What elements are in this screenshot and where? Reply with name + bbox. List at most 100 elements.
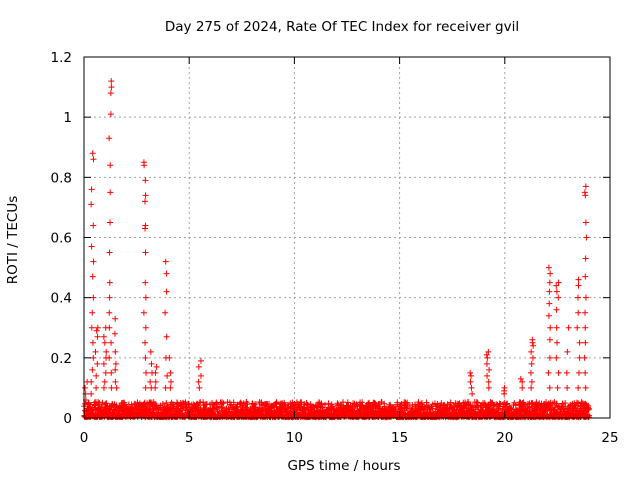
- data-point: [562, 400, 569, 407]
- data-point: [107, 189, 114, 196]
- data-point: [574, 324, 581, 331]
- data-point: [89, 273, 96, 280]
- data-point: [88, 390, 95, 397]
- data-point: [563, 369, 570, 376]
- data-point: [418, 400, 425, 407]
- data-point: [163, 270, 170, 277]
- data-point: [582, 369, 589, 376]
- data-point: [485, 378, 492, 385]
- data-point: [142, 225, 149, 232]
- data-point: [113, 384, 120, 391]
- data-point: [93, 384, 100, 391]
- data-point: [582, 384, 589, 391]
- data-point: [197, 372, 204, 379]
- data-point: [94, 360, 101, 367]
- data-point: [82, 384, 89, 391]
- data-point: [89, 366, 96, 373]
- data-point: [484, 372, 491, 379]
- chart-title: Day 275 of 2024, Rate Of TEC Index for r…: [165, 19, 519, 35]
- y-tick-label: 0.6: [51, 231, 72, 247]
- data-point: [546, 288, 553, 295]
- data-point: [106, 309, 113, 316]
- data-point: [90, 294, 97, 301]
- data-point: [168, 378, 175, 385]
- data-point: [112, 366, 119, 373]
- data-point: [582, 339, 589, 346]
- data-point: [142, 339, 149, 346]
- data-point: [166, 354, 173, 361]
- data-point: [93, 372, 100, 379]
- data-point: [108, 369, 115, 376]
- x-tick-label: 15: [391, 430, 408, 446]
- data-point: [485, 348, 492, 355]
- data-point: [582, 192, 589, 199]
- grid-lines: [84, 57, 610, 418]
- data-point: [553, 282, 560, 289]
- data-point: [141, 162, 148, 169]
- data-point: [528, 348, 535, 355]
- data-point: [107, 162, 114, 169]
- data-point: [483, 351, 490, 358]
- x-tick-label: 20: [496, 430, 513, 446]
- y-tick-label: 0: [63, 411, 72, 427]
- data-point: [528, 360, 535, 367]
- y-tick-label: 1.2: [51, 50, 72, 66]
- data-point: [163, 288, 170, 295]
- data-point: [546, 384, 553, 391]
- data-point: [167, 369, 174, 376]
- data-point: [553, 306, 560, 313]
- data-point: [575, 384, 582, 391]
- data-point: [107, 90, 114, 97]
- data-point: [89, 309, 96, 316]
- data-point: [112, 378, 119, 385]
- data-point: [164, 372, 171, 379]
- data-point: [582, 294, 589, 301]
- data-point: [543, 399, 550, 406]
- data-point: [555, 279, 562, 286]
- data-point: [92, 348, 99, 355]
- data-point: [101, 378, 108, 385]
- data-point: [528, 378, 535, 385]
- data-point: [517, 375, 524, 382]
- data-point: [547, 324, 554, 331]
- data-point: [553, 324, 560, 331]
- data-point: [141, 198, 148, 205]
- data-point: [508, 405, 515, 412]
- data-point: [529, 354, 536, 361]
- data-point: [486, 366, 493, 373]
- data-point: [142, 324, 149, 331]
- data-point: [195, 378, 202, 385]
- data-point: [576, 354, 583, 361]
- data-point: [106, 279, 113, 286]
- data-point: [576, 339, 583, 346]
- axis-ticks: 0 5 10 15 20 25 0 0.2 0.4 0.6 0.8 1 1.2: [51, 50, 619, 446]
- data-point: [565, 324, 572, 331]
- data-point: [95, 399, 102, 406]
- data-point: [554, 339, 561, 346]
- data-point: [106, 294, 113, 301]
- data-point: [527, 369, 534, 376]
- data-point: [467, 369, 474, 376]
- data-point: [484, 354, 491, 361]
- data-point: [89, 339, 96, 346]
- data-point: [153, 363, 160, 370]
- data-point: [545, 369, 552, 376]
- data-point: [108, 78, 115, 85]
- y-tick-label: 0.8: [51, 170, 72, 186]
- data-point: [142, 354, 149, 361]
- data-point: [88, 243, 95, 250]
- data-point: [546, 300, 553, 307]
- data-point: [143, 369, 150, 376]
- data-point: [152, 369, 159, 376]
- data-point: [106, 354, 113, 361]
- data-point: [582, 219, 589, 226]
- data-point: [112, 348, 119, 355]
- data-point: [582, 273, 589, 280]
- data-point: [162, 258, 169, 265]
- data-point: [528, 384, 535, 391]
- data-point: [564, 348, 571, 355]
- data-point: [142, 279, 149, 286]
- x-tick-label: 5: [185, 430, 194, 446]
- data-point: [545, 264, 552, 271]
